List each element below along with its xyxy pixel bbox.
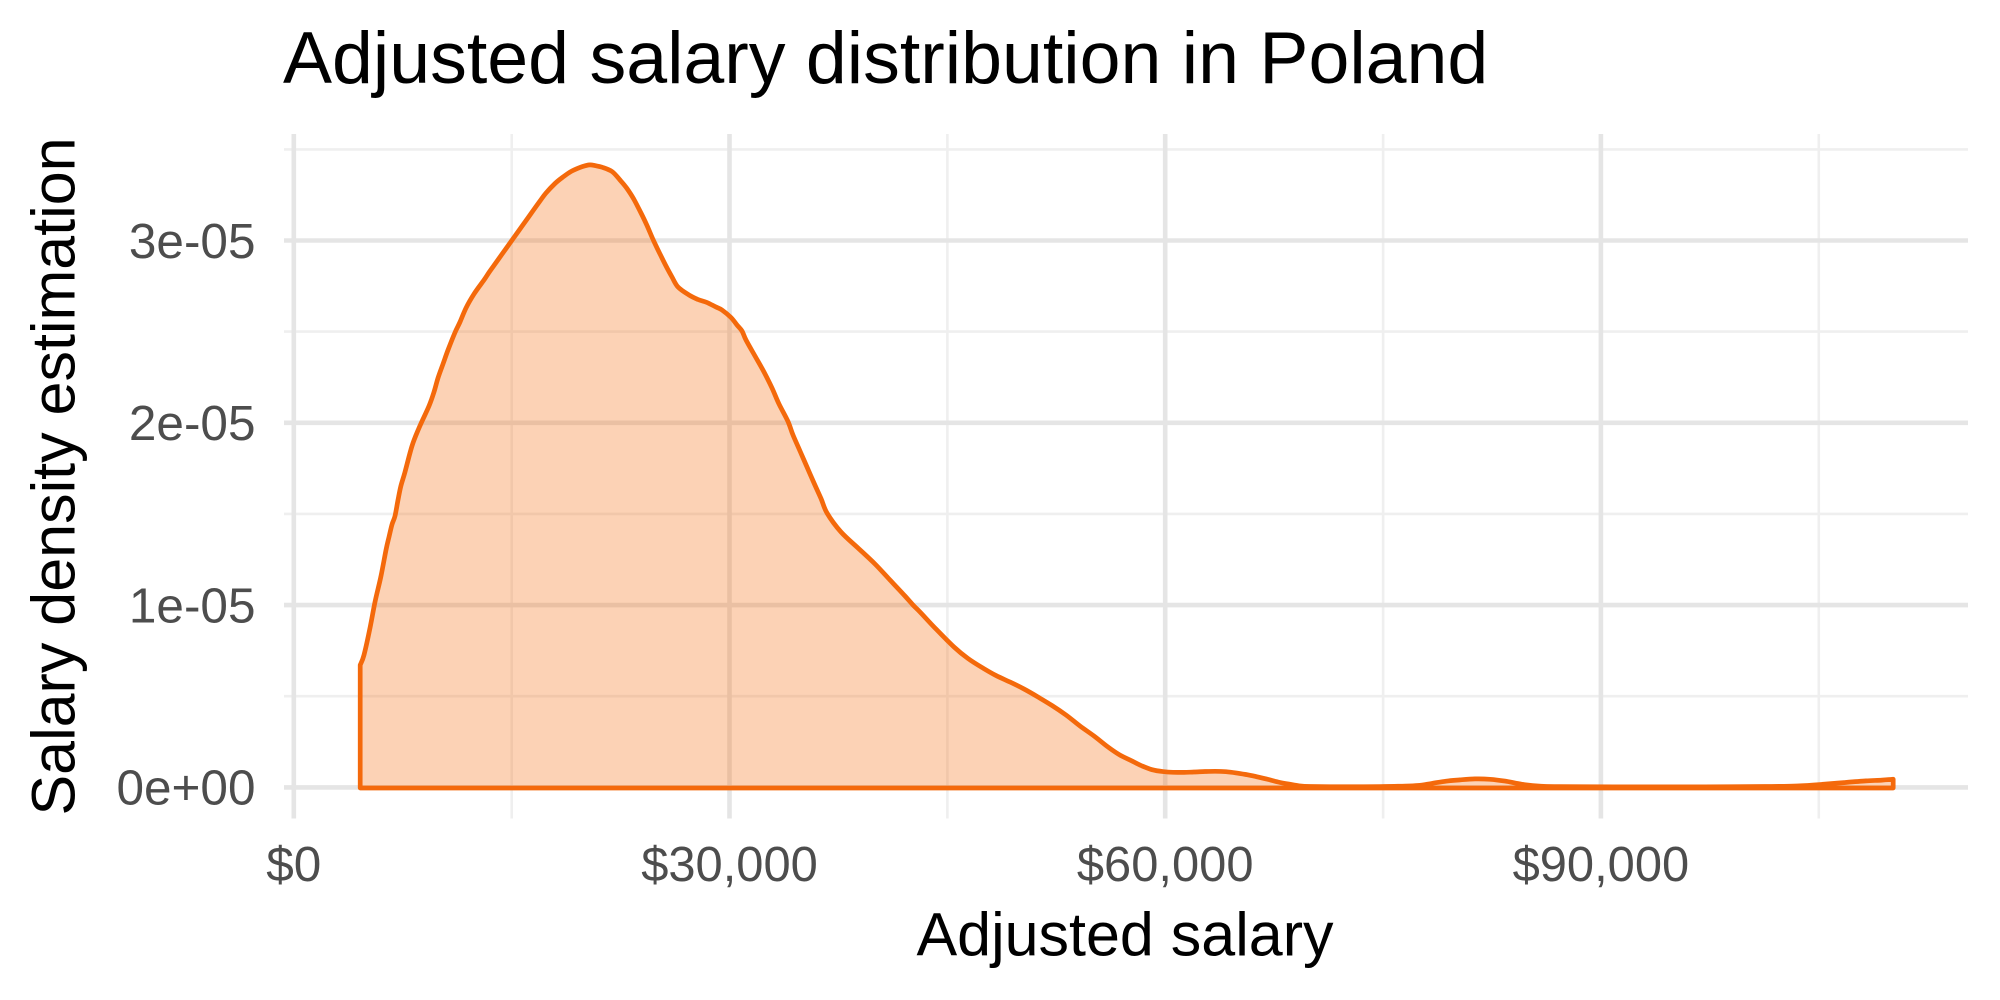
svg-text:Salary density estimation: Salary density estimation [20, 137, 88, 815]
svg-text:2e-05: 2e-05 [129, 396, 256, 451]
svg-text:$30,000: $30,000 [641, 837, 818, 892]
svg-text:Adjusted salary distribution i: Adjusted salary distribution in Poland [283, 16, 1488, 99]
svg-text:$90,000: $90,000 [1513, 837, 1690, 892]
svg-text:$0: $0 [266, 837, 321, 892]
svg-text:Adjusted salary: Adjusted salary [916, 901, 1334, 969]
svg-text:3e-05: 3e-05 [129, 214, 256, 269]
svg-text:$60,000: $60,000 [1077, 837, 1254, 892]
svg-text:1e-05: 1e-05 [129, 578, 256, 633]
svg-text:0e+00: 0e+00 [116, 761, 255, 816]
